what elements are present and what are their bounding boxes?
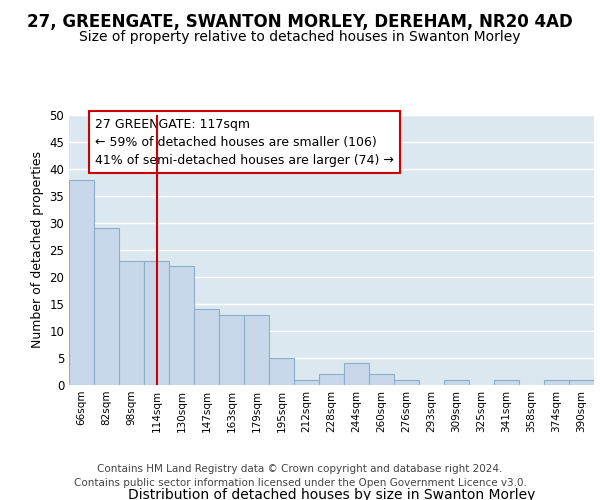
Bar xyxy=(394,380,419,385)
Text: Contains HM Land Registry data © Crown copyright and database right 2024.
Contai: Contains HM Land Registry data © Crown c… xyxy=(74,464,526,487)
Bar xyxy=(269,358,294,385)
Text: 27, GREENGATE, SWANTON MORLEY, DEREHAM, NR20 4AD: 27, GREENGATE, SWANTON MORLEY, DEREHAM, … xyxy=(27,12,573,30)
Bar xyxy=(369,374,394,385)
Bar xyxy=(219,315,244,385)
Bar xyxy=(494,380,519,385)
X-axis label: Distribution of detached houses by size in Swanton Morley: Distribution of detached houses by size … xyxy=(128,488,535,500)
Y-axis label: Number of detached properties: Number of detached properties xyxy=(31,152,44,348)
Text: 27 GREENGATE: 117sqm
← 59% of detached houses are smaller (106)
41% of semi-deta: 27 GREENGATE: 117sqm ← 59% of detached h… xyxy=(95,118,394,166)
Bar xyxy=(444,380,469,385)
Bar xyxy=(119,261,144,385)
Bar xyxy=(169,266,194,385)
Bar xyxy=(569,380,594,385)
Bar xyxy=(194,310,219,385)
Bar xyxy=(344,364,369,385)
Text: Size of property relative to detached houses in Swanton Morley: Size of property relative to detached ho… xyxy=(79,30,521,44)
Bar xyxy=(319,374,344,385)
Bar xyxy=(144,261,169,385)
Bar xyxy=(94,228,119,385)
Bar xyxy=(294,380,319,385)
Bar xyxy=(544,380,569,385)
Bar xyxy=(69,180,94,385)
Bar xyxy=(244,315,269,385)
